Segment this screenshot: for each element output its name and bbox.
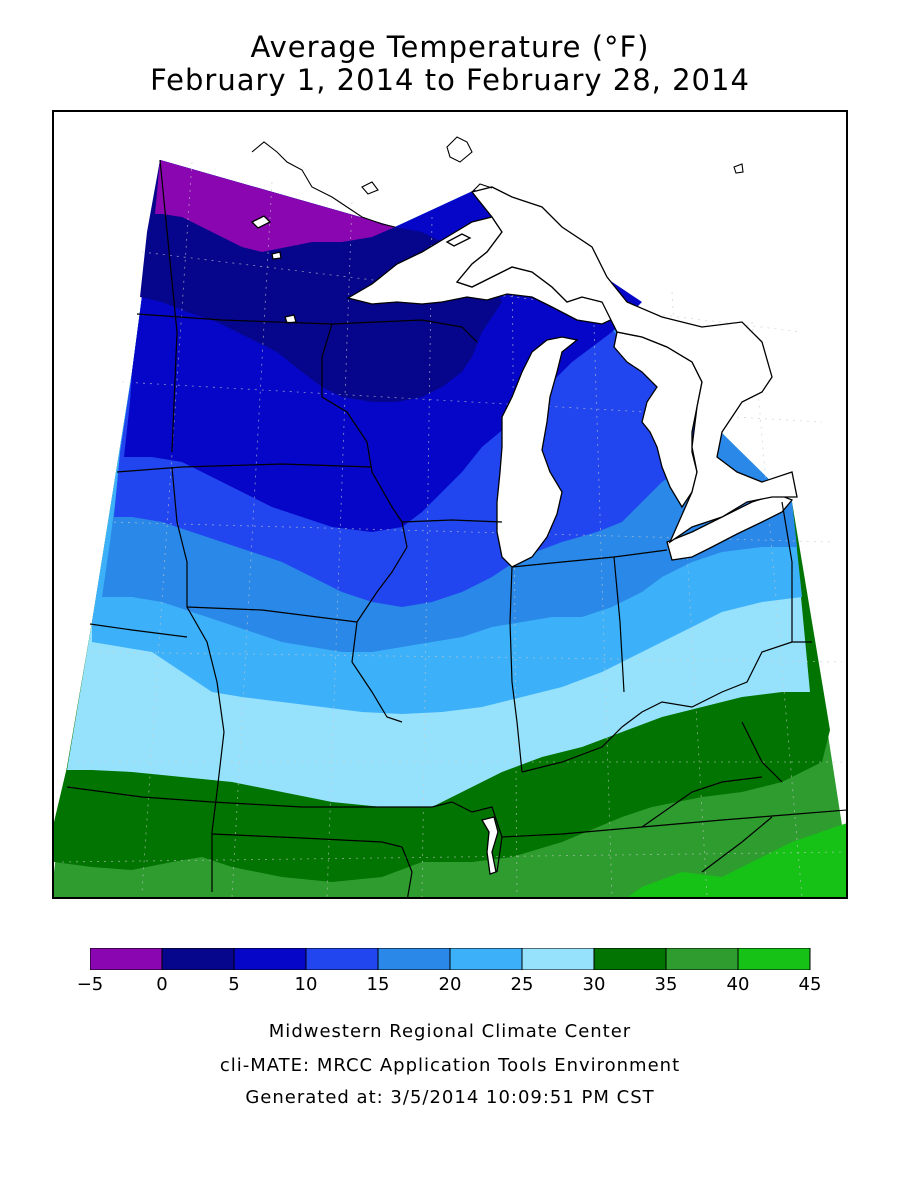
colorbar-tick-label: 20 bbox=[438, 974, 462, 995]
colorbar-swatch bbox=[593, 948, 667, 970]
great-lakes bbox=[250, 186, 798, 568]
colorbar-swatch bbox=[161, 948, 235, 970]
colorbar-swatch bbox=[233, 948, 307, 970]
colorbar-swatch bbox=[737, 948, 811, 970]
colorbar-tick-label: −5 bbox=[76, 974, 104, 995]
colorbar bbox=[90, 948, 811, 970]
colorbar-labels: −5 0 5 10 15 20 25 30 35 40 45 bbox=[0, 974, 900, 998]
colorbar-tick-label: 35 bbox=[654, 974, 678, 995]
colorbar-tick-label: 0 bbox=[156, 974, 168, 995]
colorbar-tick-label: 40 bbox=[726, 974, 750, 995]
colorbar-swatch bbox=[521, 948, 595, 970]
river-feature bbox=[481, 816, 499, 875]
small-island-2 bbox=[284, 314, 297, 324]
small-island-3 bbox=[271, 251, 282, 260]
band-minus5-0 bbox=[155, 160, 395, 252]
colorbar-tick-label: 25 bbox=[510, 974, 534, 995]
colorbar-swatch bbox=[449, 948, 523, 970]
state-boundaries bbox=[66, 159, 846, 897]
north-coast bbox=[251, 136, 744, 228]
lake-michigan bbox=[496, 336, 579, 568]
small-island-1 bbox=[250, 215, 272, 229]
colorbar-swatch bbox=[377, 948, 451, 970]
colorbar-tick-label: 15 bbox=[366, 974, 390, 995]
temperature-map bbox=[54, 112, 846, 897]
credit-org: Midwestern Regional Climate Center bbox=[268, 1021, 632, 1042]
isle-royale bbox=[445, 233, 472, 247]
map-date-range: February 1, 2014 to February 28, 2014 bbox=[150, 63, 750, 97]
colorbar-swatch bbox=[90, 948, 163, 970]
grid-lines bbox=[61, 161, 846, 897]
colorbar-tick-label: 5 bbox=[228, 974, 240, 995]
canada-land bbox=[455, 186, 798, 544]
map-frame bbox=[52, 110, 848, 899]
colorbar-tick-label: 30 bbox=[582, 974, 606, 995]
colorbar-swatch bbox=[665, 948, 739, 970]
colorbar-swatch bbox=[305, 948, 379, 970]
credit-tool: cli-MATE: MRCC Application Tools Environ… bbox=[219, 1055, 681, 1076]
colorbar-tick-label: 10 bbox=[294, 974, 318, 995]
colorbar-tick-label: 45 bbox=[798, 974, 822, 995]
band-40-45 bbox=[627, 823, 846, 897]
map-title: Average Temperature (°F) bbox=[250, 30, 650, 64]
credit-generated: Generated at: 3/5/2014 10:09:51 PM CST bbox=[245, 1087, 655, 1108]
